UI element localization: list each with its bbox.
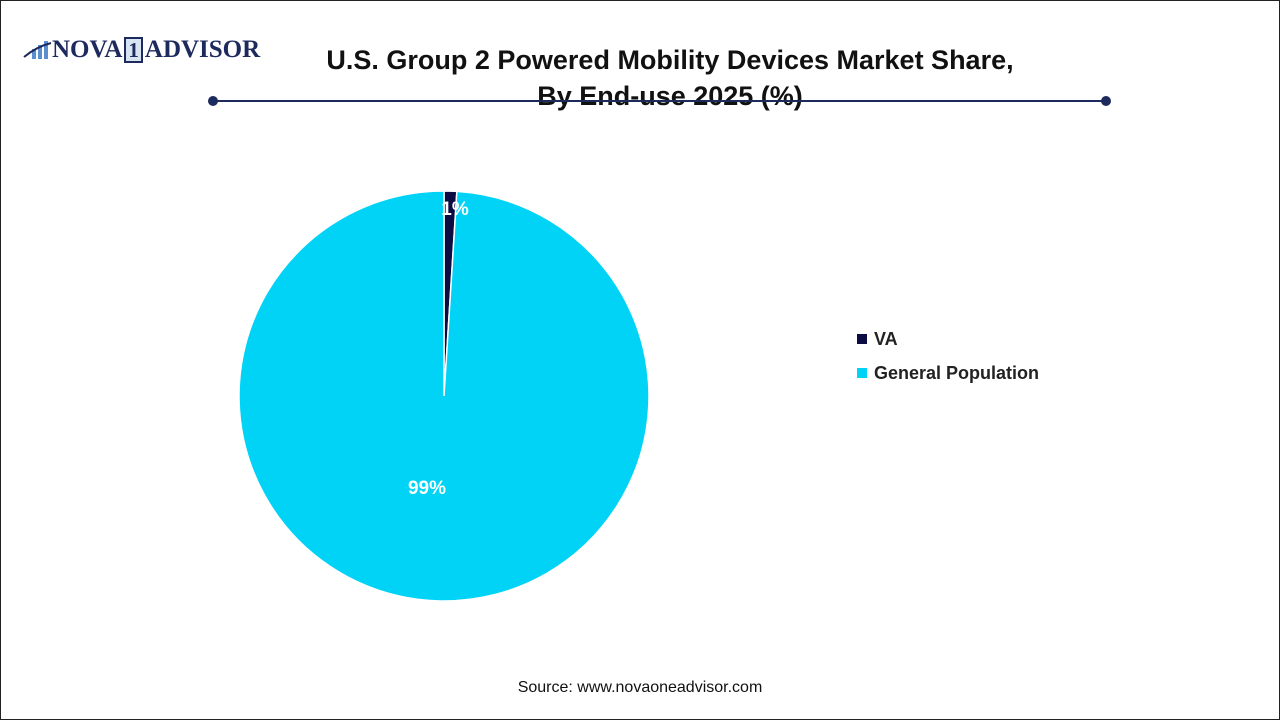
legend: VA General Population <box>857 322 1039 390</box>
title-line-2: By End-use 2025 (%) <box>537 81 803 111</box>
logo-text-left: NOVA <box>52 36 123 63</box>
pie-slice-general-population <box>238 190 650 602</box>
legend-item-general-population: General Population <box>857 356 1039 390</box>
legend-swatch <box>857 334 867 344</box>
logo-text-right: ADVISOR <box>144 36 261 63</box>
bar-chart-logo-icon <box>23 41 52 59</box>
data-label: 1% <box>441 199 469 220</box>
title-divider <box>213 100 1106 102</box>
title-line-1: U.S. Group 2 Powered Mobility Devices Ma… <box>326 45 1014 75</box>
divider-dot-right <box>1101 96 1111 106</box>
legend-item-va: VA <box>857 322 1039 356</box>
legend-label: VA <box>874 328 898 349</box>
logo: NOVA 1 ADVISOR <box>22 36 260 64</box>
legend-label: General Population <box>874 362 1040 383</box>
logo-box: 1 <box>124 37 143 63</box>
source-note: Source: www.novaoneadvisor.com <box>517 679 763 696</box>
legend-swatch <box>857 368 867 378</box>
data-label: 99% <box>408 478 446 499</box>
divider-dot-left <box>208 96 218 106</box>
chart-title: U.S. Group 2 Powered Mobility Devices Ma… <box>300 42 1040 114</box>
